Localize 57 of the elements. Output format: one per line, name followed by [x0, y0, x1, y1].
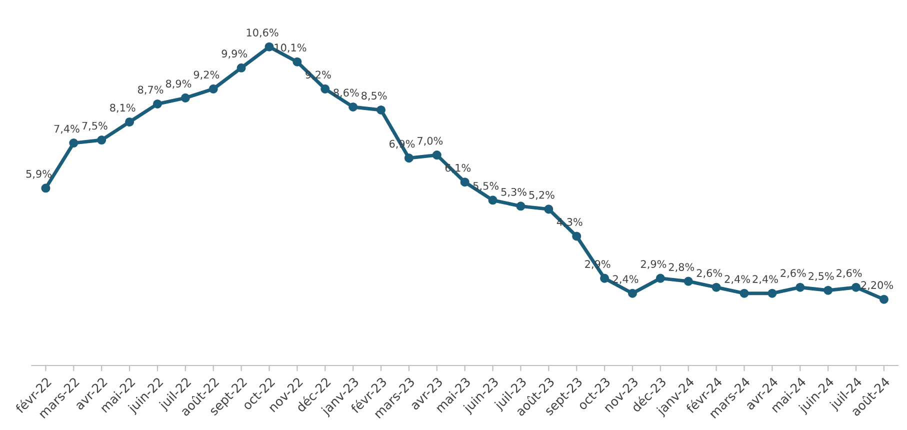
point — [152, 99, 162, 108]
point — [656, 274, 665, 283]
point — [348, 102, 358, 112]
data-label: 2,8% — [668, 263, 694, 272]
data-label: 2,4% — [724, 275, 750, 284]
data-label: 10,6% — [246, 28, 278, 38]
point — [488, 196, 498, 205]
point — [796, 282, 805, 292]
data-label: 8,5% — [362, 92, 387, 101]
data-label: 2,5% — [808, 272, 834, 282]
data-label: 9,2% — [194, 70, 220, 80]
point — [376, 105, 386, 114]
data-label: 2,6% — [836, 269, 862, 278]
data-label: 7,0% — [418, 136, 443, 146]
point — [460, 178, 470, 187]
point — [852, 282, 861, 292]
point — [740, 288, 749, 298]
data-label: 2,9% — [641, 260, 666, 270]
data-label: 2,6% — [696, 269, 722, 278]
point — [628, 288, 637, 298]
data-label: 2,6% — [780, 269, 806, 278]
point — [572, 232, 582, 241]
data-label: 5,9% — [26, 170, 52, 179]
data-label: 8,6% — [334, 88, 359, 98]
data-label: 5,3% — [501, 188, 526, 197]
data-label: 9,9% — [222, 50, 248, 59]
point — [264, 42, 274, 52]
point — [292, 57, 302, 66]
data-label: 2,4% — [613, 275, 638, 284]
point — [544, 204, 554, 214]
data-label: 10,1% — [274, 44, 306, 53]
point — [824, 286, 833, 295]
point — [69, 138, 78, 148]
data-label: 2,20% — [861, 281, 893, 290]
data-label: 5,2% — [529, 190, 554, 200]
data-label: 7,4% — [54, 124, 80, 134]
data-label: 8,9% — [166, 80, 192, 89]
point — [41, 184, 50, 193]
point — [208, 84, 218, 94]
point — [516, 202, 526, 211]
point — [768, 288, 777, 298]
data-label: 2,4% — [752, 275, 778, 284]
point — [236, 63, 246, 72]
data-label: 8,7% — [138, 86, 164, 95]
point — [432, 150, 442, 160]
data-label: 8,1% — [110, 104, 136, 113]
point — [320, 84, 330, 94]
point — [404, 154, 414, 163]
data-label: 5,5% — [473, 182, 498, 191]
point — [712, 282, 721, 292]
point — [180, 93, 190, 102]
point — [125, 117, 134, 127]
point — [879, 294, 888, 304]
point — [684, 276, 693, 286]
point — [97, 136, 106, 145]
data-label: 7,5% — [82, 122, 108, 131]
point — [600, 274, 610, 283]
